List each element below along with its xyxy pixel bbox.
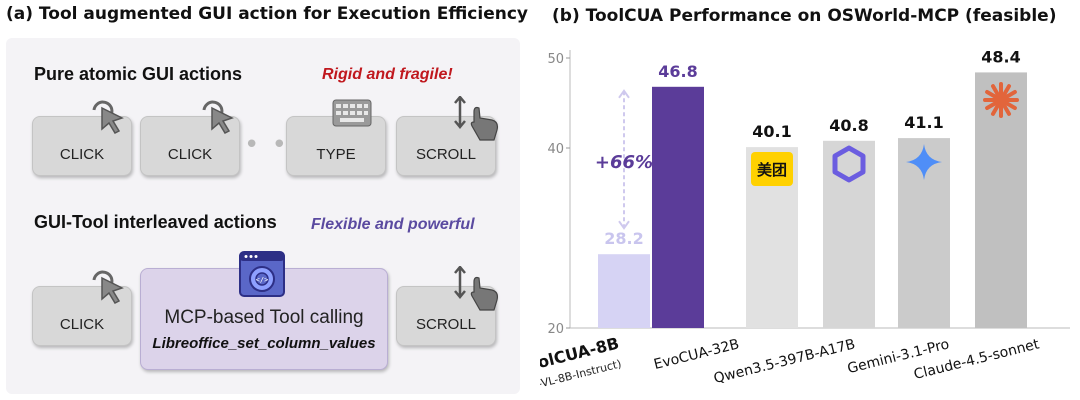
data-label: 40.1 xyxy=(752,122,791,141)
keyboard-icon xyxy=(332,99,372,127)
cursor-click-icon xyxy=(92,100,124,134)
growth-arrow-head xyxy=(618,89,630,99)
claude-burst-icon xyxy=(983,82,1019,118)
data-label: 48.4 xyxy=(981,47,1020,66)
scroll-hand-icon xyxy=(454,96,499,141)
svg-text:</>: </> xyxy=(256,276,269,284)
action-label: CLICK xyxy=(59,316,105,333)
y-tick-label: 40 xyxy=(547,142,564,157)
growth-arrow-tail xyxy=(618,220,630,230)
bar-1 xyxy=(652,86,704,328)
pure-scroll-box: SCROLL xyxy=(396,116,496,176)
data-label: 41.1 xyxy=(904,113,943,132)
action-label: TYPE xyxy=(316,146,356,163)
chart-title: (b) ToolCUA Performance on OSWorld-MCP (… xyxy=(552,6,1057,26)
y-tick-label: 20 xyxy=(547,322,564,337)
interleaved-actions-note: Flexible and powerful xyxy=(311,216,475,233)
scroll-hand-icon xyxy=(454,266,499,311)
growth-annotation: +66% xyxy=(595,152,653,173)
data-label: 46.8 xyxy=(658,62,697,81)
pure-actions-note: Rigid and fragile! xyxy=(322,66,453,83)
tool-window-icon: </> xyxy=(239,251,285,297)
bar-0 xyxy=(598,254,650,328)
qwen-logo-icon xyxy=(832,145,866,183)
data-label: 28.2 xyxy=(604,229,643,248)
meituan-logo-icon xyxy=(751,152,793,186)
panel-a-title: (a) Tool augmented GUI action for Execut… xyxy=(6,4,528,24)
tool-calling-label: MCP-based Tool calling xyxy=(164,307,364,328)
meituan-logo-text: 美团 xyxy=(757,161,787,179)
bar-3 xyxy=(823,140,875,328)
action-label: CLICK xyxy=(167,146,213,163)
tool-function-name: Libreoffice_set_column_values xyxy=(152,335,376,352)
data-label: 40.8 xyxy=(829,116,868,135)
gemini-star-icon xyxy=(906,144,942,180)
cursor-click-icon xyxy=(202,100,234,134)
pure-actions-heading: Pure atomic GUI actions xyxy=(34,64,243,84)
action-label: SCROLL xyxy=(415,146,477,163)
interleaved-click-box: CLICK xyxy=(32,286,132,346)
action-label: CLICK xyxy=(59,146,105,163)
interleaved-actions-heading: GUI-Tool interleaved actions xyxy=(34,212,277,232)
cursor-click-icon xyxy=(92,270,124,304)
y-tick-label: 50 xyxy=(547,52,564,67)
action-label: SCROLL xyxy=(415,316,477,333)
